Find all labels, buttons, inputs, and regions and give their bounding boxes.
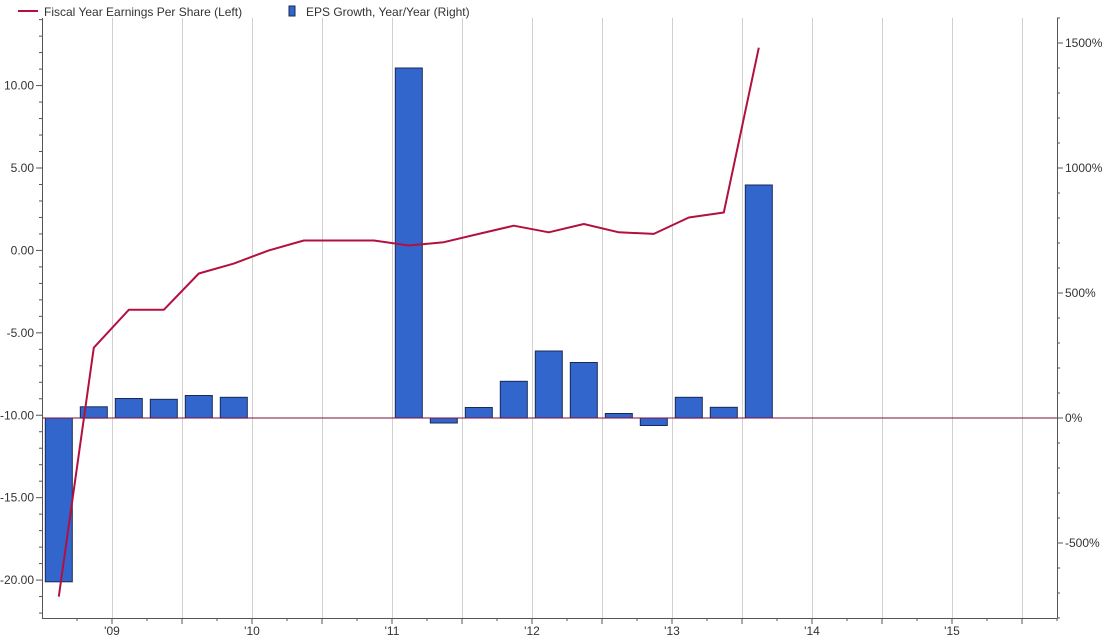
x-tick-label: '13 <box>664 624 680 638</box>
x-tick-label: '14 <box>804 624 820 638</box>
eps-line <box>57 47 760 597</box>
legend-label: EPS Growth, Year/Year (Right) <box>306 5 470 19</box>
bar <box>44 417 73 583</box>
bar <box>184 395 213 419</box>
x-tick-label: '11 <box>385 624 400 638</box>
bar <box>534 350 563 419</box>
x-tick-label: '10 <box>244 624 260 638</box>
bar <box>604 413 633 419</box>
bar <box>709 406 738 419</box>
right-tick-label: -500% <box>1065 536 1100 550</box>
right-tick-label: 1500% <box>1065 36 1103 50</box>
left-tick-label: 0.00 <box>11 243 35 257</box>
left-tick-label: 5.00 <box>11 161 35 175</box>
legend: Fiscal Year Earnings Per Share (Left) EPS… <box>18 5 470 19</box>
left-tick-label: -5.00 <box>7 326 35 340</box>
bar <box>639 417 668 426</box>
bar-series <box>44 67 773 583</box>
bar <box>569 362 598 419</box>
x-tick-label: '15 <box>944 624 960 638</box>
bar <box>744 184 773 419</box>
bar <box>114 398 143 419</box>
bar <box>149 398 178 419</box>
right-tick-label: 0% <box>1065 411 1083 425</box>
bar <box>674 396 703 419</box>
axes: 10.00 5.00 0.00 -5.00 -10.00 -15.00 -20.00 1500… <box>0 17 1103 638</box>
left-tick-label: -15.00 <box>0 491 34 505</box>
line-series <box>57 47 760 597</box>
right-tick-label: 1000% <box>1065 161 1103 175</box>
x-tick-label: '09 <box>104 624 120 638</box>
bar <box>464 407 493 419</box>
x-tick-label: '12 <box>524 624 540 638</box>
bar <box>499 380 528 419</box>
legend-bar-swatch <box>288 5 296 17</box>
legend-label: Fiscal Year Earnings Per Share (Left) <box>44 5 242 19</box>
bar <box>394 67 423 419</box>
left-tick-label: -20.00 <box>0 573 34 587</box>
left-tick-label: -10.00 <box>0 408 34 422</box>
grid-lines <box>112 18 1023 618</box>
left-tick-label: 10.00 <box>4 79 34 93</box>
bar <box>219 396 248 419</box>
right-tick-label: 500% <box>1065 286 1096 300</box>
bar <box>429 417 458 424</box>
